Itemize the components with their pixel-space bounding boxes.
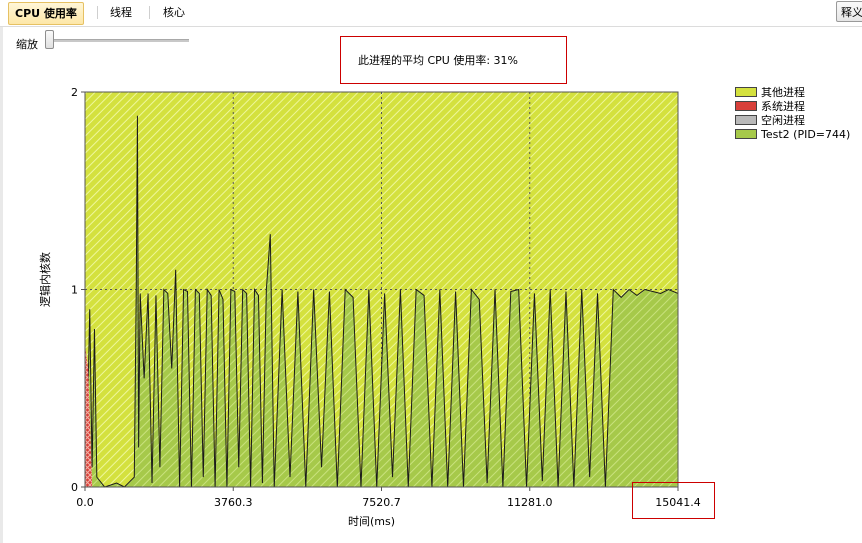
x-tick-label: 7520.7 bbox=[362, 496, 401, 509]
y-tick-label: 0 bbox=[71, 481, 78, 494]
legend-swatch-idle bbox=[735, 115, 757, 125]
annotations-button[interactable]: 释义 bbox=[836, 1, 862, 22]
legend-label-idle: 空闲进程 bbox=[761, 114, 805, 127]
legend-swatch-other bbox=[735, 87, 757, 97]
tab-threads[interactable]: 线程 bbox=[110, 6, 132, 19]
y-tick-label: 2 bbox=[71, 86, 78, 99]
x-tick-label: 3760.3 bbox=[214, 496, 253, 509]
y-axis: 0 1 2 bbox=[71, 86, 85, 494]
process-line bbox=[84, 115, 679, 488]
legend-label-process: Test2 (PID=744) bbox=[761, 128, 851, 141]
tab-cpu-usage[interactable]: CPU 使用率 bbox=[8, 2, 84, 25]
tab-cores[interactable]: 核心 bbox=[163, 6, 185, 19]
legend-label-system: 系统进程 bbox=[761, 100, 805, 113]
tab-bar: CPU 使用率 线程 核心 释义 bbox=[0, 0, 862, 27]
tab-separator bbox=[97, 6, 98, 19]
tab-separator bbox=[149, 6, 150, 19]
process-area bbox=[85, 115, 678, 487]
x-tick-label: 0.0 bbox=[76, 496, 94, 509]
legend-swatch-process bbox=[735, 129, 757, 139]
x-max-highlight bbox=[632, 482, 715, 519]
legend-label-other: 其他进程 bbox=[761, 86, 805, 99]
grid-lines bbox=[85, 92, 678, 487]
panel-edge bbox=[0, 27, 3, 543]
zoom-slider-thumb[interactable] bbox=[45, 30, 54, 49]
y-axis-label: 逻辑内核数 bbox=[38, 252, 52, 307]
zoom-slider-track[interactable] bbox=[46, 39, 189, 42]
system-process-area bbox=[85, 344, 93, 487]
x-tick-label: 11281.0 bbox=[507, 496, 553, 509]
average-cpu-text: 此进程的平均 CPU 使用率: 31% bbox=[358, 54, 519, 67]
x-axis-label: 时间(ms) bbox=[348, 515, 395, 528]
x-axis: 0.0 3760.3 7520.7 11281.0 15041.4 bbox=[76, 487, 701, 509]
average-cpu-summary: 此进程的平均 CPU 使用率: 31% bbox=[340, 36, 567, 84]
x-tick-label: 15041.4 bbox=[655, 496, 701, 509]
zoom-label: 缩放 bbox=[16, 38, 38, 51]
legend-swatch-system bbox=[735, 101, 757, 111]
y-tick-label: 1 bbox=[71, 284, 78, 297]
